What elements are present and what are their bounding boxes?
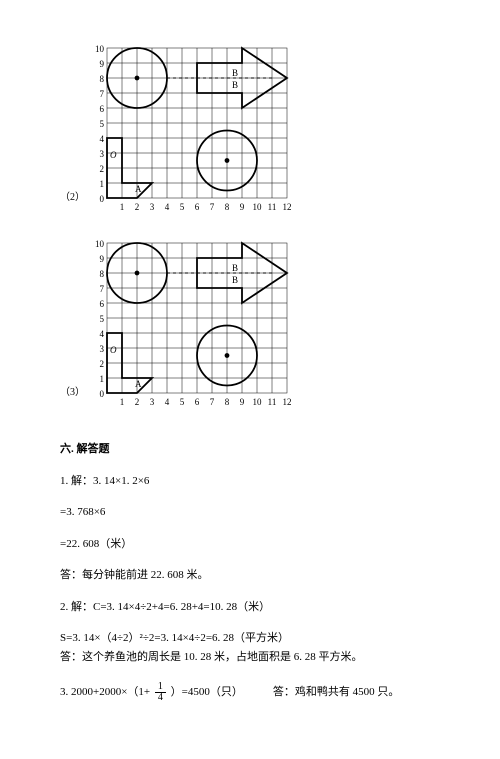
svg-text:3: 3 (100, 149, 105, 159)
svg-text:3: 3 (100, 344, 105, 354)
svg-text:12: 12 (283, 397, 292, 407)
q1-line3: =22. 608（米） (60, 537, 440, 552)
svg-text:5: 5 (180, 397, 185, 407)
svg-text:1: 1 (120, 202, 125, 212)
q3-row: 3. 2000+2000×（1+ 1 4 ）=4500（只） 答：鸡和鸭共有 4… (60, 682, 440, 703)
svg-text:4: 4 (100, 134, 105, 144)
svg-text:8: 8 (225, 202, 230, 212)
svg-text:0: 0 (100, 389, 105, 399)
figure-3-label: （3） (60, 383, 85, 398)
q3-expr: 3. 2000+2000×（1+ 1 4 ）=4500（只） (60, 682, 243, 703)
svg-text:10: 10 (253, 202, 263, 212)
svg-text:6: 6 (195, 202, 200, 212)
svg-text:9: 9 (240, 397, 245, 407)
svg-text:12: 12 (283, 202, 292, 212)
svg-text:2: 2 (100, 164, 105, 174)
label-A: A (135, 184, 142, 194)
svg-text:A: A (135, 379, 142, 389)
q3-answer: 答：鸡和鸭共有 4500 只。 (273, 685, 400, 700)
svg-text:O: O (110, 345, 117, 355)
svg-text:6: 6 (100, 104, 105, 114)
figure-2: （2） (60, 40, 440, 215)
svg-text:10: 10 (95, 44, 105, 54)
q3-fraction: 1 4 (155, 682, 166, 703)
svg-text:5: 5 (180, 202, 185, 212)
svg-text:2: 2 (135, 397, 140, 407)
svg-text:7: 7 (100, 89, 105, 99)
label-B2: B (232, 80, 238, 90)
svg-text:3: 3 (150, 397, 155, 407)
section-title: 六. 解答题 (60, 440, 440, 456)
svg-text:9: 9 (100, 59, 105, 69)
svg-text:7: 7 (210, 202, 215, 212)
figure-3: （3） A O B B 109876543210 (60, 235, 440, 410)
svg-text:10: 10 (95, 239, 105, 249)
svg-text:1: 1 (100, 179, 105, 189)
q3-p1: 3. 2000+2000×（1+ (60, 686, 150, 698)
svg-text:11: 11 (268, 397, 277, 407)
svg-text:B: B (232, 263, 238, 273)
svg-text:1: 1 (120, 397, 125, 407)
figure-2-label: （2） (60, 188, 85, 203)
svg-text:7: 7 (100, 284, 105, 294)
q3-frac-den: 4 (155, 693, 166, 703)
q1-line1: 1. 解：3. 14×1. 2×6 (60, 474, 440, 489)
label-O: O (110, 150, 117, 160)
svg-text:8: 8 (100, 74, 105, 84)
svg-text:8: 8 (100, 269, 105, 279)
svg-text:1: 1 (100, 374, 105, 384)
svg-text:6: 6 (195, 397, 200, 407)
q2-line1: 2. 解：C=3. 14×4÷2+4=6. 28+4=10. 28（米） (60, 600, 440, 615)
svg-text:9: 9 (100, 254, 105, 264)
q1-answer: 答：每分钟能前进 22. 608 米。 (60, 568, 440, 583)
svg-text:10: 10 (253, 397, 263, 407)
q1-line2: =3. 768×6 (60, 505, 440, 520)
figure-2-svg: A O B B 109876543210 123456789101112 (89, 40, 294, 215)
svg-text:9: 9 (240, 202, 245, 212)
svg-text:5: 5 (100, 314, 105, 324)
svg-text:11: 11 (268, 202, 277, 212)
svg-text:4: 4 (165, 397, 170, 407)
label-B1: B (232, 68, 238, 78)
q3-p2: ）=4500（只） (171, 686, 243, 698)
q2-answer: 答：这个养鱼池的周长是 10. 28 米，占地面积是 6. 28 平方米。 (60, 650, 440, 665)
svg-text:5: 5 (100, 119, 105, 129)
figure-3-svg: A O B B 109876543210 123456789101112 (89, 235, 294, 410)
svg-text:6: 6 (100, 299, 105, 309)
svg-text:4: 4 (100, 329, 105, 339)
q2-line2: S=3. 14×（4÷2）²÷2=3. 14×4÷2=6. 28（平方米） (60, 631, 440, 646)
svg-text:3: 3 (150, 202, 155, 212)
svg-text:B: B (232, 275, 238, 285)
svg-text:2: 2 (100, 359, 105, 369)
svg-text:7: 7 (210, 397, 215, 407)
svg-text:8: 8 (225, 397, 230, 407)
svg-text:2: 2 (135, 202, 140, 212)
svg-text:0: 0 (100, 194, 105, 204)
svg-text:4: 4 (165, 202, 170, 212)
